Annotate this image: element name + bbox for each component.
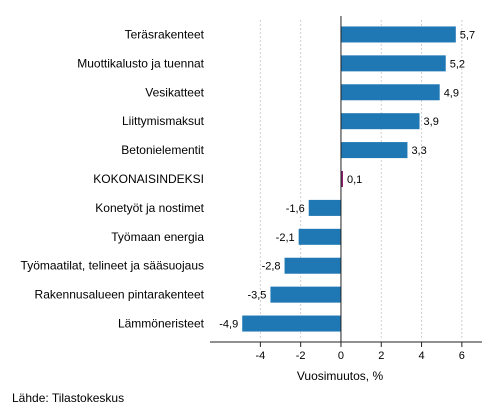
- bar: [270, 286, 341, 303]
- category-label: Konetyöt ja nostimet: [95, 201, 204, 215]
- value-label: 5,2: [450, 58, 465, 70]
- value-label: -3,5: [247, 290, 266, 302]
- value-label: 3,3: [411, 145, 426, 157]
- category-label: Liittymismaksut: [122, 114, 205, 128]
- bar: [340, 113, 420, 130]
- bar: [340, 55, 446, 72]
- x-axis-title: Vuosimuutos, %: [297, 369, 384, 383]
- x-tick-label: -2: [296, 350, 306, 362]
- bar: [340, 142, 408, 159]
- value-label: 0,1: [347, 174, 362, 186]
- category-label: Vesikatteet: [145, 85, 204, 99]
- grid-lines: [259, 20, 463, 338]
- category-labels: Teräsrakenteet Muottikalusto ja tuennat Ve…: [21, 27, 205, 330]
- x-tick-label: 6: [459, 350, 465, 362]
- x-tick-label: 0: [338, 350, 344, 362]
- value-labels: 5,7 5,2 4,9 3,9 3,3 0,1 -1,6 -2,1 -2,8 -3,5 -4,9: [219, 29, 475, 330]
- bar: [298, 228, 341, 245]
- category-label: Työmaan energia: [111, 230, 204, 244]
- bar: [242, 315, 341, 332]
- value-label: -2,1: [276, 232, 295, 244]
- category-label: Betonielementit: [121, 143, 204, 157]
- category-label: KOKONAISINDEKSI: [93, 172, 204, 186]
- bar: [340, 84, 440, 101]
- value-label: -4,9: [219, 319, 238, 331]
- source-note: Lähde: Tilastokeskus: [12, 391, 125, 405]
- value-label: 3,9: [424, 116, 439, 128]
- bar: [284, 257, 341, 274]
- value-label: 5,7: [460, 29, 475, 41]
- bar: [340, 171, 343, 187]
- x-tick-label: -4: [255, 350, 265, 362]
- value-label: 4,9: [444, 87, 459, 99]
- category-label: Lämmöneristeet: [118, 317, 205, 331]
- bars: [242, 26, 456, 332]
- x-axis: -4 -2 0 2 4 6: [210, 16, 482, 362]
- value-label: -2,8: [262, 261, 281, 273]
- x-tick-label: 2: [378, 350, 384, 362]
- category-label: Rakennusalueen pintarakenteet: [35, 288, 205, 302]
- value-label: -1,6: [286, 203, 305, 215]
- x-tick-label: 4: [418, 350, 424, 362]
- category-label: Teräsrakenteet: [125, 27, 205, 41]
- category-label: Muottikalusto ja tuennat: [77, 56, 204, 70]
- bar: [308, 199, 341, 216]
- category-label: Työmaatilat, telineet ja sääsuojaus: [21, 259, 204, 273]
- bar: [340, 26, 456, 43]
